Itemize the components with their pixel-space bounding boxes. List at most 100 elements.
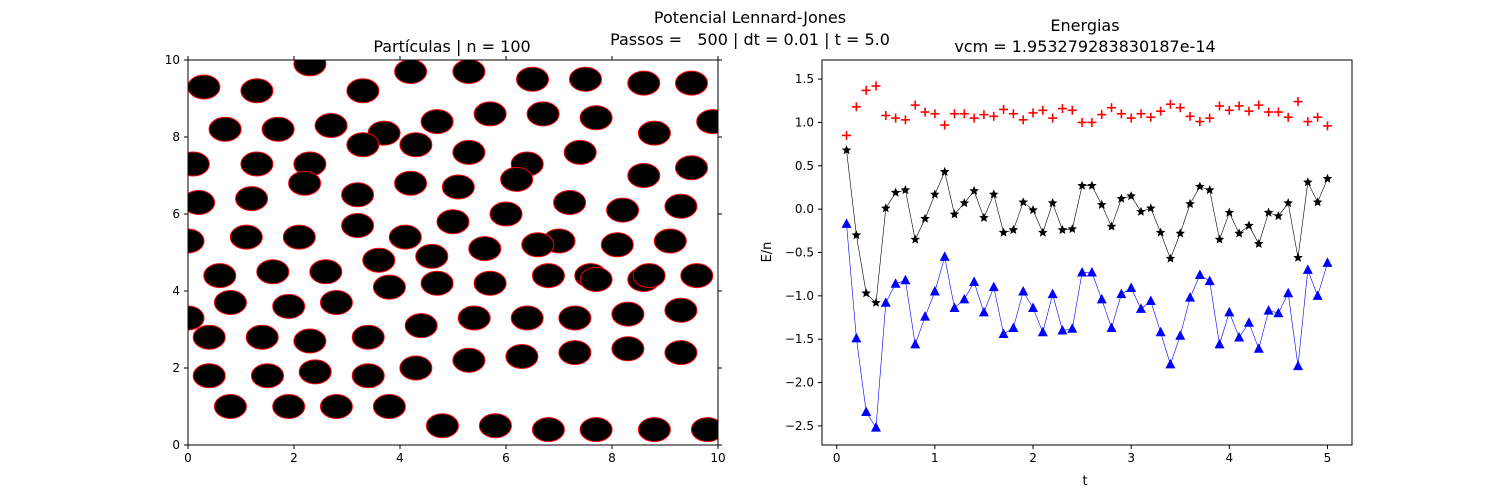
energy-point-plus: [842, 130, 852, 140]
energy-point-triangle: [1185, 292, 1196, 302]
y-tick-label: −0.5: [785, 246, 814, 260]
energy-point-star: [1254, 238, 1264, 248]
energy-point-plus: [1038, 105, 1048, 115]
energies-marks: [841, 81, 1333, 432]
energy-point-plus: [1165, 99, 1175, 109]
particle-point: [341, 182, 375, 208]
energy-point-triangle: [1214, 338, 1225, 349]
energy-point-plus: [1283, 112, 1293, 122]
particle-point: [600, 232, 634, 258]
energies-title: Energias: [1050, 16, 1119, 35]
particle-point: [282, 224, 316, 250]
energy-point-star: [871, 297, 881, 307]
x-tick-label: 10: [710, 451, 725, 465]
particle-point: [240, 151, 274, 177]
particle-point: [558, 340, 592, 366]
energy-point-triangle: [988, 281, 999, 292]
energy-point-plus: [989, 111, 999, 121]
energy-point-plus: [1313, 112, 1323, 122]
energy-point-plus: [1254, 100, 1264, 110]
energy-point-plus: [1008, 109, 1018, 119]
particle-point: [420, 109, 454, 135]
energy-point-plus: [959, 109, 969, 119]
particle-point: [309, 259, 343, 285]
particle-point: [235, 186, 269, 212]
particle-point: [505, 343, 539, 369]
energy-point-plus: [1195, 117, 1205, 127]
energy-point-triangle: [1273, 307, 1284, 318]
energy-point-plus: [1116, 109, 1126, 119]
energies-xlabel: t: [1082, 474, 1087, 489]
particle-point: [563, 139, 597, 165]
particles-panel: Partículas | n = 100 0 2 4 6 8 10 0 2 4 6 8 10: [165, 37, 726, 465]
energy-point-plus: [979, 110, 989, 120]
x-tick-label: 8: [608, 451, 616, 465]
energy-point-star: [900, 185, 911, 195]
energy-point-triangle: [969, 276, 980, 286]
particle-point: [346, 78, 380, 104]
energy-point-triangle: [1077, 266, 1088, 277]
energy-point-star: [1322, 173, 1333, 183]
particle-point: [272, 293, 306, 319]
energy-point-triangle: [870, 422, 881, 432]
energy-point-star: [1224, 207, 1235, 217]
energy-point-triangle: [1086, 266, 1097, 277]
particle-point: [664, 340, 698, 366]
energy-point-triangle: [1175, 330, 1186, 340]
energy-point-star: [1195, 181, 1205, 191]
energy-point-star: [1047, 198, 1058, 208]
energy-point-plus: [1185, 111, 1195, 121]
energy-point-star: [1136, 206, 1146, 216]
energy-point-star: [890, 187, 901, 197]
energy-point-triangle: [880, 297, 891, 307]
particle-point: [452, 347, 486, 373]
energy-point-triangle: [978, 306, 989, 317]
y-tick-label: 2: [172, 361, 180, 375]
energy-point-plus: [969, 113, 979, 123]
particle-point: [394, 60, 428, 85]
energy-point-star: [1087, 180, 1097, 190]
particle-point: [441, 174, 475, 200]
energy-point-star: [1018, 197, 1028, 207]
y-tick-label: 6: [172, 207, 180, 221]
energy-point-star: [1165, 253, 1176, 263]
energy-point-plus: [1303, 117, 1313, 127]
energy-point-plus: [1028, 108, 1038, 118]
energy-point-triangle: [929, 286, 940, 296]
particle-point: [425, 413, 459, 439]
particle-point: [399, 132, 433, 158]
energy-point-plus: [1205, 113, 1215, 123]
particle-point: [240, 78, 274, 104]
y-tick-label: 0.0: [795, 202, 814, 216]
energy-point-triangle: [1204, 275, 1215, 286]
energy-point-triangle: [1116, 288, 1127, 299]
particle-point: [627, 163, 661, 188]
energy-point-star: [1312, 197, 1323, 207]
energies-panel: Energias vcm = 1.953279283830187e-14 0 1 2…: [760, 16, 1353, 489]
suptitle-line1: Potencial Lennard-Jones: [654, 8, 846, 27]
particle-point: [690, 417, 718, 443]
energy-point-plus: [1175, 103, 1185, 113]
energy-point-star: [1204, 185, 1215, 195]
particle-point: [664, 193, 698, 219]
energy-point-triangle: [1283, 287, 1294, 298]
energy-point-star: [939, 166, 950, 176]
energy-point-star: [1273, 211, 1284, 221]
particle-point: [394, 170, 428, 196]
energy-point-plus: [1234, 101, 1244, 111]
energies-ylabel: E/n: [760, 242, 775, 263]
energy-point-plus: [1273, 107, 1283, 117]
energy-point-triangle: [939, 251, 950, 261]
energy-point-triangle: [1145, 295, 1156, 306]
y-tick-label: 1.0: [795, 115, 814, 129]
particle-point: [229, 224, 263, 250]
particle-point: [579, 417, 613, 443]
y-tick-label: −2.0: [785, 376, 814, 390]
particle-point: [415, 243, 449, 269]
energy-point-plus: [950, 109, 959, 119]
particle-point: [569, 66, 602, 92]
energy-point-triangle: [1322, 257, 1333, 267]
particle-point: [399, 355, 433, 381]
